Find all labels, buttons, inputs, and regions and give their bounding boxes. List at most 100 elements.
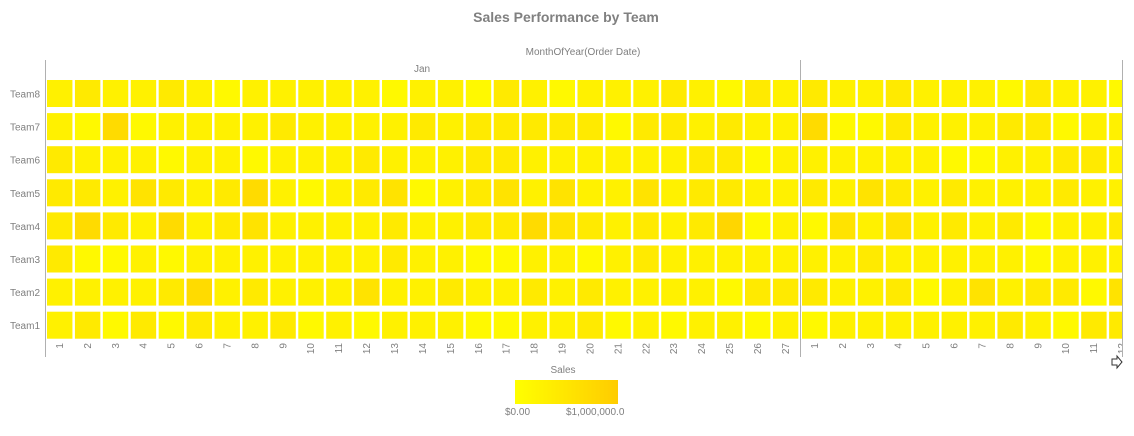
heatmap-cell[interactable] — [745, 311, 771, 339]
heatmap-cell[interactable] — [186, 245, 213, 273]
heatmap-cell[interactable] — [829, 278, 856, 306]
heatmap-cell[interactable] — [885, 80, 912, 107]
heatmap-cell[interactable] — [802, 146, 828, 174]
heatmap-cell[interactable] — [661, 311, 687, 339]
heatmap-cell[interactable] — [1081, 245, 1107, 273]
heatmap-cell[interactable] — [1081, 80, 1107, 107]
heatmap-cell[interactable] — [857, 311, 884, 339]
heatmap-cell[interactable] — [633, 311, 659, 339]
heatmap-cell[interactable] — [633, 179, 659, 207]
heatmap-cell[interactable] — [633, 278, 659, 306]
heatmap-cell[interactable] — [47, 179, 73, 207]
heatmap-cell[interactable] — [298, 245, 324, 273]
heatmap-cell[interactable] — [158, 146, 185, 174]
heatmap-cell[interactable] — [549, 278, 575, 306]
heatmap-cell[interactable] — [521, 278, 548, 306]
heatmap-cell[interactable] — [689, 212, 715, 240]
heatmap-cell[interactable] — [829, 179, 856, 207]
heatmap-cell[interactable] — [1053, 179, 1079, 207]
heatmap-cell[interactable] — [270, 113, 296, 141]
heatmap-cell[interactable] — [1109, 113, 1134, 141]
heatmap-cell[interactable] — [102, 278, 129, 306]
heatmap-cell[interactable] — [717, 179, 743, 207]
heatmap-cell[interactable] — [242, 113, 268, 141]
heatmap-cell[interactable] — [772, 278, 799, 306]
heatmap-cell[interactable] — [941, 146, 968, 174]
heatmap-cell[interactable] — [549, 113, 575, 141]
heatmap-cell[interactable] — [745, 245, 771, 273]
heatmap-cell[interactable] — [605, 311, 631, 339]
heatmap-cell[interactable] — [745, 146, 771, 174]
heatmap-cell[interactable] — [1025, 212, 1051, 240]
heatmap-cell[interactable] — [577, 113, 603, 141]
heatmap-cell[interactable] — [298, 179, 324, 207]
heatmap-cell[interactable] — [549, 212, 575, 240]
heatmap-cell[interactable] — [913, 212, 940, 240]
heatmap-cell[interactable] — [158, 245, 185, 273]
heatmap-cell[interactable] — [829, 146, 856, 174]
heatmap-cell[interactable] — [577, 278, 603, 306]
heatmap-cell[interactable] — [802, 311, 828, 339]
heatmap-cell[interactable] — [1053, 212, 1079, 240]
heatmap-cell[interactable] — [577, 311, 603, 339]
heatmap-cell[interactable] — [521, 146, 548, 174]
heatmap-cell[interactable] — [270, 245, 296, 273]
heatmap-cell[interactable] — [47, 311, 73, 339]
heatmap-cell[interactable] — [493, 212, 520, 240]
heatmap-cell[interactable] — [102, 113, 129, 141]
heatmap-cell[interactable] — [493, 311, 520, 339]
heatmap-cell[interactable] — [1081, 212, 1107, 240]
heatmap-cell[interactable] — [661, 245, 687, 273]
heatmap-cell[interactable] — [382, 212, 408, 240]
heatmap-cell[interactable] — [605, 245, 631, 273]
heatmap-cell[interactable] — [941, 80, 968, 107]
heatmap-cell[interactable] — [802, 278, 828, 306]
heatmap-cell[interactable] — [969, 113, 995, 141]
heatmap-cell[interactable] — [298, 212, 324, 240]
heatmap-cell[interactable] — [605, 179, 631, 207]
heatmap-cell[interactable] — [354, 278, 380, 306]
heatmap-cell[interactable] — [857, 80, 884, 107]
heatmap-cell[interactable] — [521, 113, 548, 141]
heatmap-cell[interactable] — [242, 278, 268, 306]
heatmap-cell[interactable] — [130, 278, 157, 306]
heatmap-cell[interactable] — [1081, 278, 1107, 306]
heatmap-cell[interactable] — [1109, 212, 1134, 240]
heatmap-cell[interactable] — [186, 146, 213, 174]
heatmap-cell[interactable] — [298, 80, 324, 107]
heatmap-cell[interactable] — [1025, 80, 1051, 107]
heatmap-cell[interactable] — [745, 179, 771, 207]
heatmap-cell[interactable] — [493, 179, 520, 207]
heatmap-cell[interactable] — [186, 80, 213, 107]
heatmap-cell[interactable] — [802, 113, 828, 141]
heatmap-cell[interactable] — [521, 80, 548, 107]
heatmap-cell[interactable] — [437, 212, 464, 240]
heatmap-cell[interactable] — [829, 212, 856, 240]
heatmap-cell[interactable] — [913, 80, 940, 107]
heatmap-cell[interactable] — [74, 278, 101, 306]
heatmap-cell[interactable] — [549, 311, 575, 339]
heatmap-cell[interactable] — [885, 212, 912, 240]
heatmap-cell[interactable] — [1081, 179, 1107, 207]
heatmap-cell[interactable] — [717, 113, 743, 141]
heatmap-cell[interactable] — [689, 278, 715, 306]
heatmap-cell[interactable] — [969, 212, 995, 240]
heatmap-cell[interactable] — [913, 245, 940, 273]
heatmap-cell[interactable] — [47, 113, 73, 141]
heatmap-cell[interactable] — [270, 146, 296, 174]
heatmap-cell[interactable] — [913, 278, 940, 306]
heatmap-cell[interactable] — [772, 212, 799, 240]
heatmap-cell[interactable] — [745, 278, 771, 306]
heatmap-cell[interactable] — [409, 278, 436, 306]
heatmap-cell[interactable] — [969, 179, 995, 207]
heatmap-cell[interactable] — [633, 212, 659, 240]
heatmap-cell[interactable] — [772, 311, 799, 339]
heatmap-cell[interactable] — [186, 179, 213, 207]
heatmap-cell[interactable] — [997, 212, 1023, 240]
heatmap-cell[interactable] — [772, 146, 799, 174]
heatmap-cell[interactable] — [326, 146, 352, 174]
heatmap-cell[interactable] — [1053, 245, 1079, 273]
heatmap-cell[interactable] — [913, 179, 940, 207]
heatmap-cell[interactable] — [214, 278, 240, 306]
heatmap-cell[interactable] — [689, 113, 715, 141]
